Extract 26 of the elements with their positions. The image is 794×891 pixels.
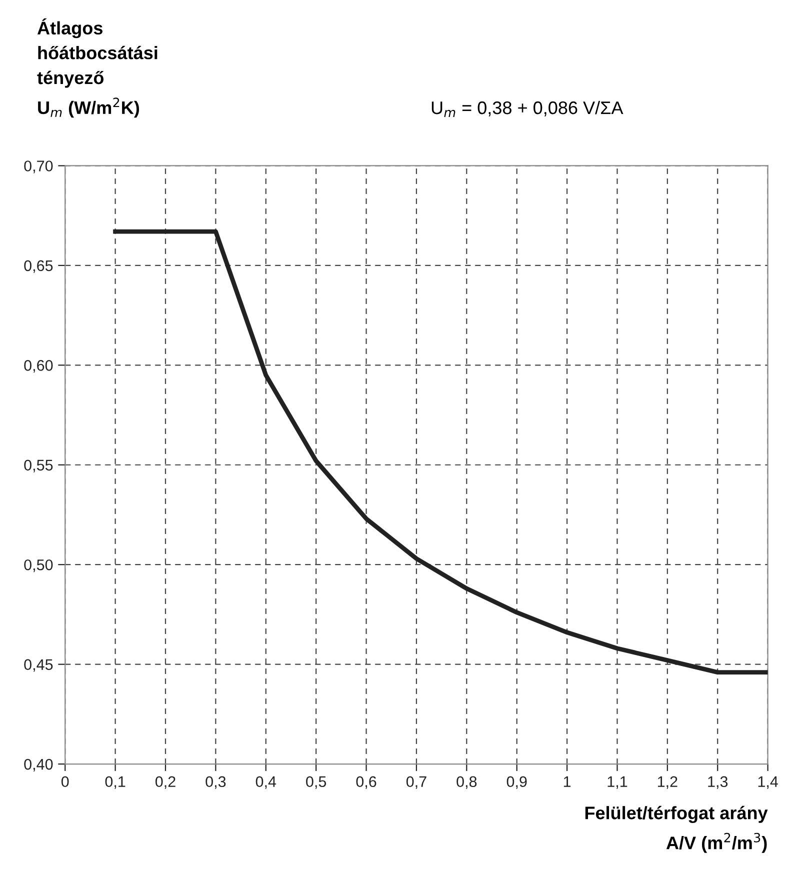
- y-tick-label: 0,65: [24, 260, 53, 273]
- x-tick-label: 1,4: [758, 776, 778, 789]
- x-tick-label: 1,1: [608, 776, 628, 789]
- y-tick-label: 0,40: [24, 758, 53, 772]
- x-tick-label: 0,1: [105, 776, 126, 789]
- x-tick-label: 0,8: [456, 776, 477, 789]
- y-axis-title: Átlagos hőátbocsátási tényező U$_{m}$ (W/m$^{2}$K): [37, 18, 158, 118]
- x-tick-label: 1,2: [658, 776, 678, 789]
- x-tick-label: 0,2: [155, 776, 176, 789]
- x-tick-label: 1,3: [708, 776, 728, 789]
- x-tick-label: 0,6: [356, 776, 376, 789]
- y-tick-label: 0,60: [24, 360, 53, 373]
- x-tick-label: 0,5: [306, 776, 326, 789]
- x-tick-label: 0,7: [406, 776, 426, 789]
- x-tick-label: 0,9: [506, 776, 527, 789]
- x-tick-label: 1: [564, 776, 571, 787]
- x-axis-title: Felület/térfogat arány A/V (m$^{2}$/m$^{3}$): [585, 806, 768, 853]
- text: U$_{m}$ = 0,38 + 0,086 V/ΣA: [432, 100, 624, 117]
- x-tick-label: 0,4: [256, 776, 276, 789]
- y-tick-label: 0,70: [24, 160, 53, 174]
- line-series: [113, 229, 768, 675]
- y-tick-label: 0,45: [24, 659, 53, 672]
- x-tick-label: 0,3: [206, 776, 226, 789]
- y-tick-label: 0,55: [24, 460, 53, 472]
- y-tick-label: 0,50: [24, 559, 53, 572]
- x-tick-label: 0: [61, 776, 69, 788]
